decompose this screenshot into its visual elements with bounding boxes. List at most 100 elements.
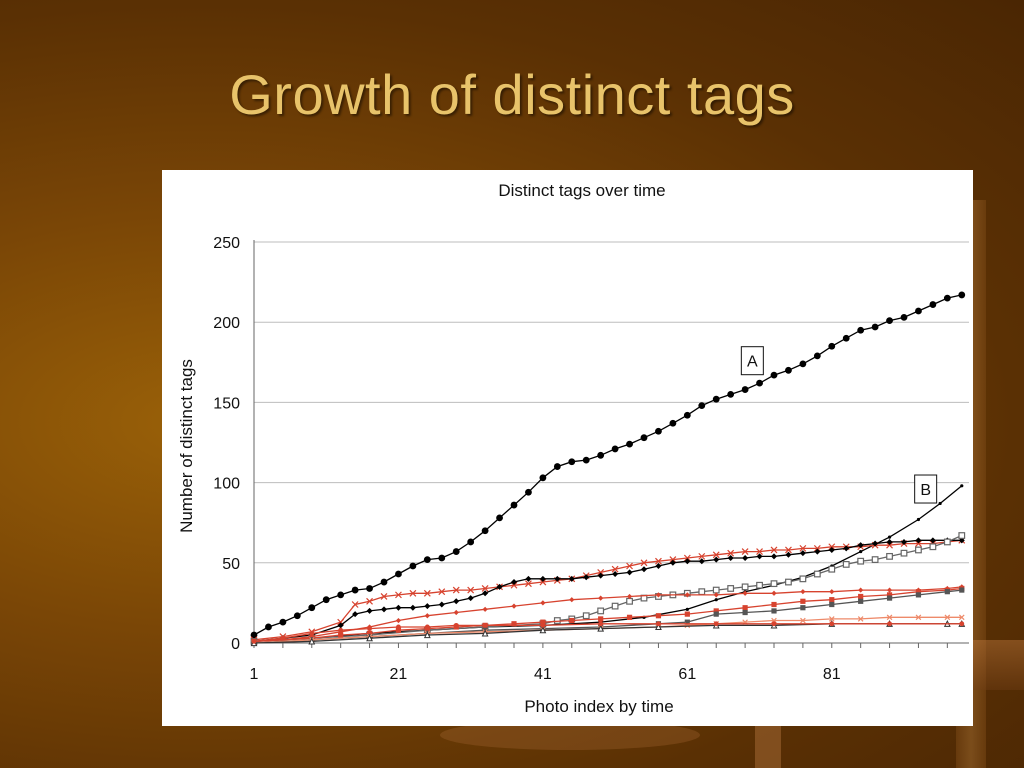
data-point bbox=[569, 597, 575, 603]
data-point bbox=[929, 301, 937, 308]
data-point bbox=[756, 553, 763, 560]
data-point bbox=[467, 538, 475, 546]
data-point bbox=[338, 632, 344, 638]
data-point bbox=[452, 586, 460, 594]
data-point bbox=[727, 585, 735, 592]
series-group bbox=[250, 291, 966, 647]
data-point bbox=[886, 592, 893, 598]
annotation-box-B bbox=[914, 474, 938, 504]
data-point bbox=[554, 575, 561, 582]
data-point bbox=[828, 616, 835, 622]
data-point bbox=[453, 598, 460, 605]
data-point bbox=[828, 565, 836, 573]
data-point bbox=[438, 601, 445, 608]
data-point bbox=[829, 621, 835, 627]
data-point bbox=[641, 566, 647, 573]
data-point bbox=[800, 617, 806, 624]
data-point bbox=[943, 294, 951, 302]
data-point bbox=[771, 608, 777, 614]
data-point bbox=[886, 595, 893, 601]
data-point bbox=[756, 379, 763, 387]
data-point bbox=[481, 527, 489, 535]
data-point bbox=[568, 458, 576, 466]
data-point bbox=[785, 578, 792, 586]
data-point bbox=[597, 624, 605, 632]
data-point bbox=[887, 621, 892, 627]
data-point bbox=[510, 501, 518, 509]
data-point bbox=[611, 445, 619, 453]
data-point bbox=[886, 614, 893, 621]
data-point bbox=[250, 631, 258, 639]
data-point bbox=[598, 616, 604, 622]
data-point bbox=[698, 588, 706, 596]
data-point bbox=[959, 587, 965, 593]
series-K bbox=[251, 621, 965, 644]
data-point bbox=[539, 626, 547, 634]
data-point bbox=[308, 604, 316, 612]
data-point bbox=[712, 586, 720, 594]
y-tick-label: 250 bbox=[213, 235, 240, 252]
chart-panel: Distinct tags over time 0 50 100 150 200 250 1… bbox=[162, 170, 973, 726]
data-point bbox=[960, 484, 964, 488]
data-point bbox=[886, 541, 893, 549]
data-point bbox=[423, 589, 431, 597]
data-point bbox=[785, 546, 792, 554]
data-point bbox=[959, 621, 965, 627]
data-point bbox=[424, 613, 430, 619]
data-point bbox=[698, 558, 705, 565]
data-point bbox=[887, 535, 892, 539]
data-point bbox=[828, 543, 836, 551]
data-point bbox=[453, 622, 459, 628]
data-point bbox=[799, 550, 806, 557]
data-point bbox=[900, 549, 908, 557]
data-point bbox=[322, 596, 330, 604]
data-point bbox=[351, 586, 359, 594]
data-point bbox=[712, 395, 720, 403]
data-point bbox=[597, 607, 605, 615]
data-point bbox=[857, 542, 864, 549]
gridlines bbox=[254, 241, 969, 564]
data-point bbox=[742, 590, 748, 596]
data-point bbox=[409, 604, 416, 611]
data-point bbox=[872, 540, 879, 547]
data-point bbox=[785, 551, 792, 558]
data-point bbox=[655, 427, 662, 435]
data-point bbox=[539, 575, 546, 582]
data-point bbox=[858, 598, 864, 604]
data-point bbox=[944, 614, 951, 621]
data-point bbox=[741, 386, 749, 393]
data-point bbox=[829, 597, 835, 603]
data-point bbox=[684, 592, 690, 598]
data-point bbox=[813, 544, 821, 552]
data-point bbox=[727, 390, 735, 398]
data-point bbox=[409, 589, 417, 597]
data-point bbox=[958, 291, 966, 299]
data-point bbox=[540, 619, 546, 625]
y-tick-label: 0 bbox=[231, 636, 240, 653]
data-point bbox=[886, 552, 893, 560]
data-point bbox=[929, 537, 936, 544]
data-point bbox=[800, 598, 806, 604]
data-point bbox=[770, 580, 778, 588]
data-point bbox=[525, 488, 532, 496]
data-point bbox=[626, 562, 633, 570]
annotation-label-B: B bbox=[920, 482, 931, 499]
data-point bbox=[857, 326, 865, 334]
data-point bbox=[366, 634, 373, 642]
data-point bbox=[525, 575, 532, 582]
data-point bbox=[742, 554, 749, 561]
data-point bbox=[915, 537, 922, 544]
data-point bbox=[929, 543, 937, 551]
data-point bbox=[842, 561, 850, 568]
data-point bbox=[813, 352, 821, 360]
data-point bbox=[742, 605, 748, 611]
y-tick-label: 100 bbox=[213, 476, 240, 493]
data-point bbox=[611, 565, 619, 573]
data-point bbox=[525, 580, 532, 588]
data-point bbox=[683, 411, 691, 419]
data-point bbox=[713, 621, 719, 627]
data-point bbox=[944, 589, 950, 595]
data-point bbox=[308, 637, 316, 645]
data-point bbox=[799, 360, 807, 368]
data-point bbox=[828, 546, 835, 553]
